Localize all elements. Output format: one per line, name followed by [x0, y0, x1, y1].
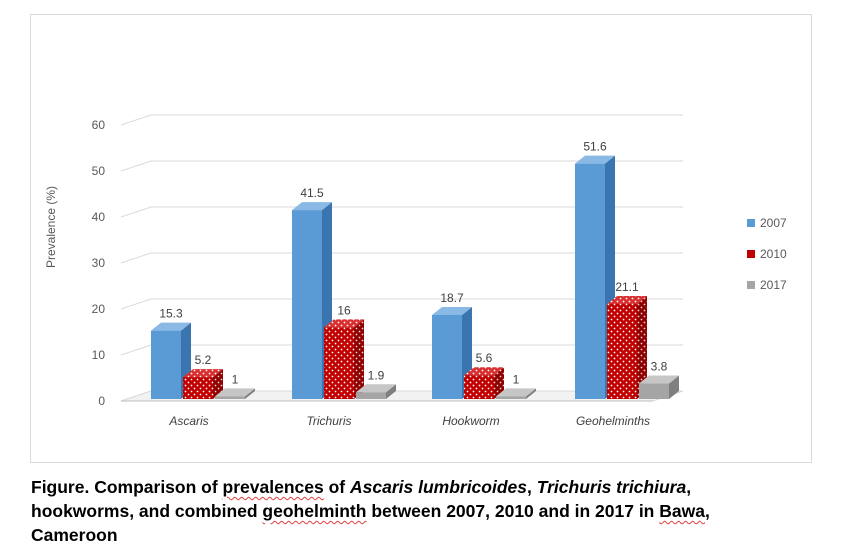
bar-top	[292, 202, 332, 211]
bar-side	[669, 375, 679, 399]
bar-side	[213, 369, 223, 399]
y-tick-label: 10	[92, 348, 106, 362]
bar	[639, 383, 669, 399]
caption-text: ,	[704, 501, 710, 521]
data-label: 51.6	[583, 140, 607, 154]
data-label: 3.8	[651, 360, 668, 374]
caption-text: Figure. Comparison of	[31, 477, 223, 497]
caption-text: ,	[686, 477, 692, 497]
bar-side	[354, 319, 364, 399]
y-tick-label: 0	[98, 394, 105, 408]
y-tick-label: 40	[92, 210, 106, 224]
caption-text: ,	[527, 477, 537, 497]
y-tick-label: 50	[92, 164, 106, 178]
y-axis-label: Prevalence (%)	[44, 186, 58, 268]
bar-chart: 0 10 20 30 40 50 60 Prevalence (%) 15.3 41.5 18.7…	[44, 114, 787, 428]
gridline	[120, 344, 152, 356]
data-label: 18.7	[440, 291, 464, 305]
bar-top	[607, 295, 647, 304]
bar-side	[526, 388, 536, 399]
caption-species-name: Trichuris trichiura	[536, 477, 687, 497]
data-label: 5.2	[195, 353, 212, 367]
figure-caption: Figure. Comparison of prevalences of Asc…	[31, 475, 821, 547]
caption-text: hookworms, and combined	[31, 501, 263, 521]
gridline	[120, 160, 152, 172]
y-tick-label: 60	[92, 118, 106, 132]
y-tick-label: 30	[92, 256, 106, 270]
legend-label: 2017	[760, 278, 787, 292]
caption-text: between 2007, 2010 and in 2017 in	[366, 501, 660, 521]
bar-top	[432, 306, 472, 315]
data-label: 5.6	[476, 351, 493, 365]
bar	[215, 396, 245, 399]
category-label: Hookworm	[442, 414, 499, 428]
caption-text: Bawa	[659, 501, 705, 521]
legend-label: 2010	[760, 247, 787, 261]
legend-swatch	[747, 281, 755, 289]
caption-text: Cameroon	[31, 525, 118, 545]
legend-swatch	[747, 250, 755, 258]
data-label: 1.9	[368, 368, 385, 382]
bar-side	[386, 384, 396, 399]
bar-top	[575, 155, 615, 164]
legend-label: 2007	[760, 216, 787, 230]
bar-side	[245, 388, 255, 399]
chart-frame: 0 10 20 30 40 50 60 Prevalence (%) 15.3 41.5 18.7…	[30, 14, 812, 463]
bar-top	[356, 384, 396, 393]
bar	[575, 163, 605, 399]
gridline	[120, 298, 152, 310]
category-label: Geohelminths	[576, 414, 650, 428]
bar-top	[151, 322, 191, 331]
bar	[324, 327, 354, 399]
gridline	[120, 252, 152, 264]
data-label: 16	[337, 303, 351, 317]
caption-text: of	[323, 477, 350, 497]
bar-top	[464, 367, 504, 376]
bar	[496, 396, 526, 399]
data-label: 21.1	[615, 280, 639, 294]
data-label: 1	[232, 372, 239, 386]
bar-top	[324, 319, 364, 328]
bar-top	[183, 369, 223, 378]
bar	[183, 377, 213, 399]
data-label: 15.3	[159, 307, 183, 321]
bar-side	[637, 295, 647, 399]
bar	[432, 314, 462, 399]
bar	[151, 330, 181, 399]
category-label: Ascaris	[168, 414, 208, 428]
caption-text: prevalences	[222, 477, 324, 497]
bar	[356, 392, 386, 399]
legend-swatch	[747, 219, 755, 227]
gridline	[120, 206, 152, 218]
bar-side	[494, 367, 504, 399]
y-tick-label: 20	[92, 302, 106, 316]
bar-top	[215, 388, 255, 397]
bar-top	[639, 375, 679, 384]
data-label: 41.5	[300, 186, 324, 200]
category-label: Trichuris	[306, 414, 351, 428]
data-label: 1	[513, 372, 520, 386]
bar	[464, 375, 494, 399]
caption-species-name: Ascaris lumbricoides	[349, 477, 528, 497]
bar	[292, 210, 322, 399]
gridline	[120, 114, 152, 126]
bar-top	[496, 388, 536, 397]
caption-text: geohelminth	[262, 501, 367, 521]
bar	[607, 303, 637, 399]
